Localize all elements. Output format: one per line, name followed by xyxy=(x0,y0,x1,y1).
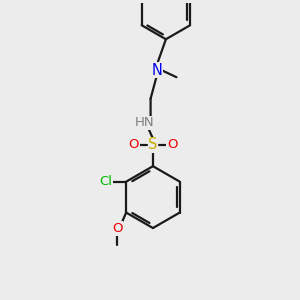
Text: Cl: Cl xyxy=(99,175,112,188)
Text: HN: HN xyxy=(134,116,154,129)
Text: O: O xyxy=(112,222,122,235)
Text: O: O xyxy=(167,139,177,152)
Text: S: S xyxy=(148,137,158,152)
Text: O: O xyxy=(129,139,139,152)
Text: N: N xyxy=(152,63,163,78)
